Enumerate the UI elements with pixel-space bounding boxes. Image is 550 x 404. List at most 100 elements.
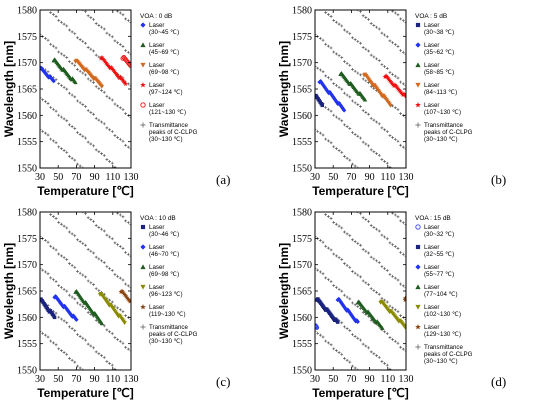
clpg-peak-point — [324, 74, 328, 78]
clpg-peak-point — [43, 270, 47, 274]
laser-point — [385, 75, 391, 81]
laser-point — [333, 98, 339, 104]
clpg-peak-point — [321, 240, 325, 244]
clpg-peak-point — [340, 24, 344, 28]
clpg-peak-point — [79, 7, 82, 10]
clpg-peak-point — [124, 17, 128, 21]
clpg-peak-point — [324, 276, 328, 280]
clpg-peak-point — [369, 85, 373, 89]
clpg-peak-point — [359, 243, 362, 247]
clpg-peak-point — [353, 38, 357, 41]
clpg-peak-point — [84, 338, 87, 342]
clpg-peak-point — [108, 33, 111, 37]
clpg-peak-point — [102, 229, 106, 233]
clpg-peak-point — [324, 137, 328, 141]
clpg-peak-point — [377, 59, 381, 63]
laser-point — [387, 78, 393, 83]
clpg-peak-point — [367, 283, 370, 287]
clpg-peak-point — [319, 207, 322, 210]
legend-marker — [415, 344, 421, 350]
clpg-peak-point — [126, 284, 130, 288]
legend-entry: Laser (107~130 ℃) — [424, 102, 461, 116]
legend-marker — [140, 42, 146, 48]
laser-point — [110, 67, 116, 73]
clpg-peak-point — [356, 305, 360, 309]
clpg-peak-point — [337, 117, 341, 121]
clpg-peak-point — [81, 305, 85, 309]
clpg-peak-point — [326, 107, 330, 111]
clpg-peak-point — [51, 246, 55, 250]
clpg-peak-point — [380, 360, 384, 363]
clpg-peak-point — [335, 222, 338, 226]
y-tick-label: 1570 — [17, 260, 37, 271]
clpg-peak-point — [372, 55, 376, 59]
clpg-peak-point — [113, 39, 117, 43]
laser-point — [347, 310, 352, 315]
clpg-peak-point — [388, 241, 392, 245]
clpg-peak-point — [399, 112, 403, 116]
clpg-peak-point — [124, 112, 128, 116]
clpg-peak-point — [354, 209, 357, 212]
clpg-peak-point — [404, 84, 406, 88]
clpg-peak-point — [54, 248, 58, 252]
clpg-peak-point — [129, 254, 131, 258]
laser-point — [395, 86, 401, 91]
clpg-peak-point — [404, 21, 406, 24]
clpg-peak-point — [367, 18, 370, 21]
clpg-peak-point — [391, 243, 395, 247]
laser-point — [340, 302, 345, 308]
clpg-peak-point — [113, 367, 117, 370]
clpg-peak-point — [89, 79, 93, 83]
chart-panel: 1550 1555 1560 1565 1570 1575 1580 30 50 70 90 110 1… — [277, 4, 506, 199]
clpg-peak-point — [94, 224, 98, 227]
clpg-peak-point — [60, 115, 63, 119]
clpg-peak-point — [84, 243, 87, 247]
laser-point — [124, 295, 130, 300]
y-tick-label: 1575 — [17, 32, 37, 43]
clpg-peak-point — [364, 79, 368, 83]
clpg-peak-point — [60, 52, 63, 56]
legend-marker — [140, 324, 146, 330]
clpg-peak-point — [353, 69, 357, 73]
laser-point — [328, 91, 334, 96]
x-tick-label: 70 — [71, 374, 81, 385]
clpg-peak-point — [332, 113, 336, 117]
laser-point — [389, 80, 395, 86]
clpg-peak-point — [40, 266, 42, 270]
clpg-peak-point — [92, 18, 95, 21]
laser-point — [104, 61, 110, 67]
x-tick-label: 70 — [346, 374, 356, 385]
clpg-peak-point — [121, 215, 125, 219]
laser-point — [403, 326, 406, 331]
clpg-peak-point — [102, 356, 106, 359]
clpg-peak-point — [361, 109, 365, 112]
clpg-peak-point — [388, 304, 392, 308]
clpg-peak-point — [78, 69, 82, 73]
clpg-peak-point — [94, 85, 98, 89]
clpg-peak-point — [321, 70, 325, 74]
clpg-peak-point — [377, 154, 381, 157]
legend-entry: Laser (121~130 ℃) — [149, 102, 186, 116]
clpg-peak-point — [404, 349, 406, 353]
clpg-peak-point — [62, 22, 66, 26]
clpg-peak-point — [385, 300, 389, 304]
clpg-peak-point — [44, 207, 47, 210]
clpg-peak-point — [89, 142, 93, 146]
clpg-peak-point — [399, 282, 403, 286]
clpg-peak-point — [377, 356, 381, 359]
clpg-peak-point — [111, 206, 114, 209]
clpg-peak-point — [97, 289, 101, 292]
clpg-peak-point — [386, 4, 389, 7]
y-tick-label: 1575 — [17, 234, 37, 245]
clpg-peak-point — [81, 336, 85, 340]
clpg-peak-point — [86, 342, 90, 346]
clpg-peak-point — [54, 343, 58, 347]
clpg-peak-point — [68, 91, 71, 95]
clpg-peak-point — [385, 237, 389, 241]
laser-point — [341, 108, 347, 113]
laser-point — [73, 80, 78, 85]
clpg-peak-point — [118, 213, 122, 217]
clpg-peak-point — [401, 252, 405, 256]
clpg-peak-point — [369, 255, 373, 259]
clpg-peak-point — [100, 25, 103, 29]
